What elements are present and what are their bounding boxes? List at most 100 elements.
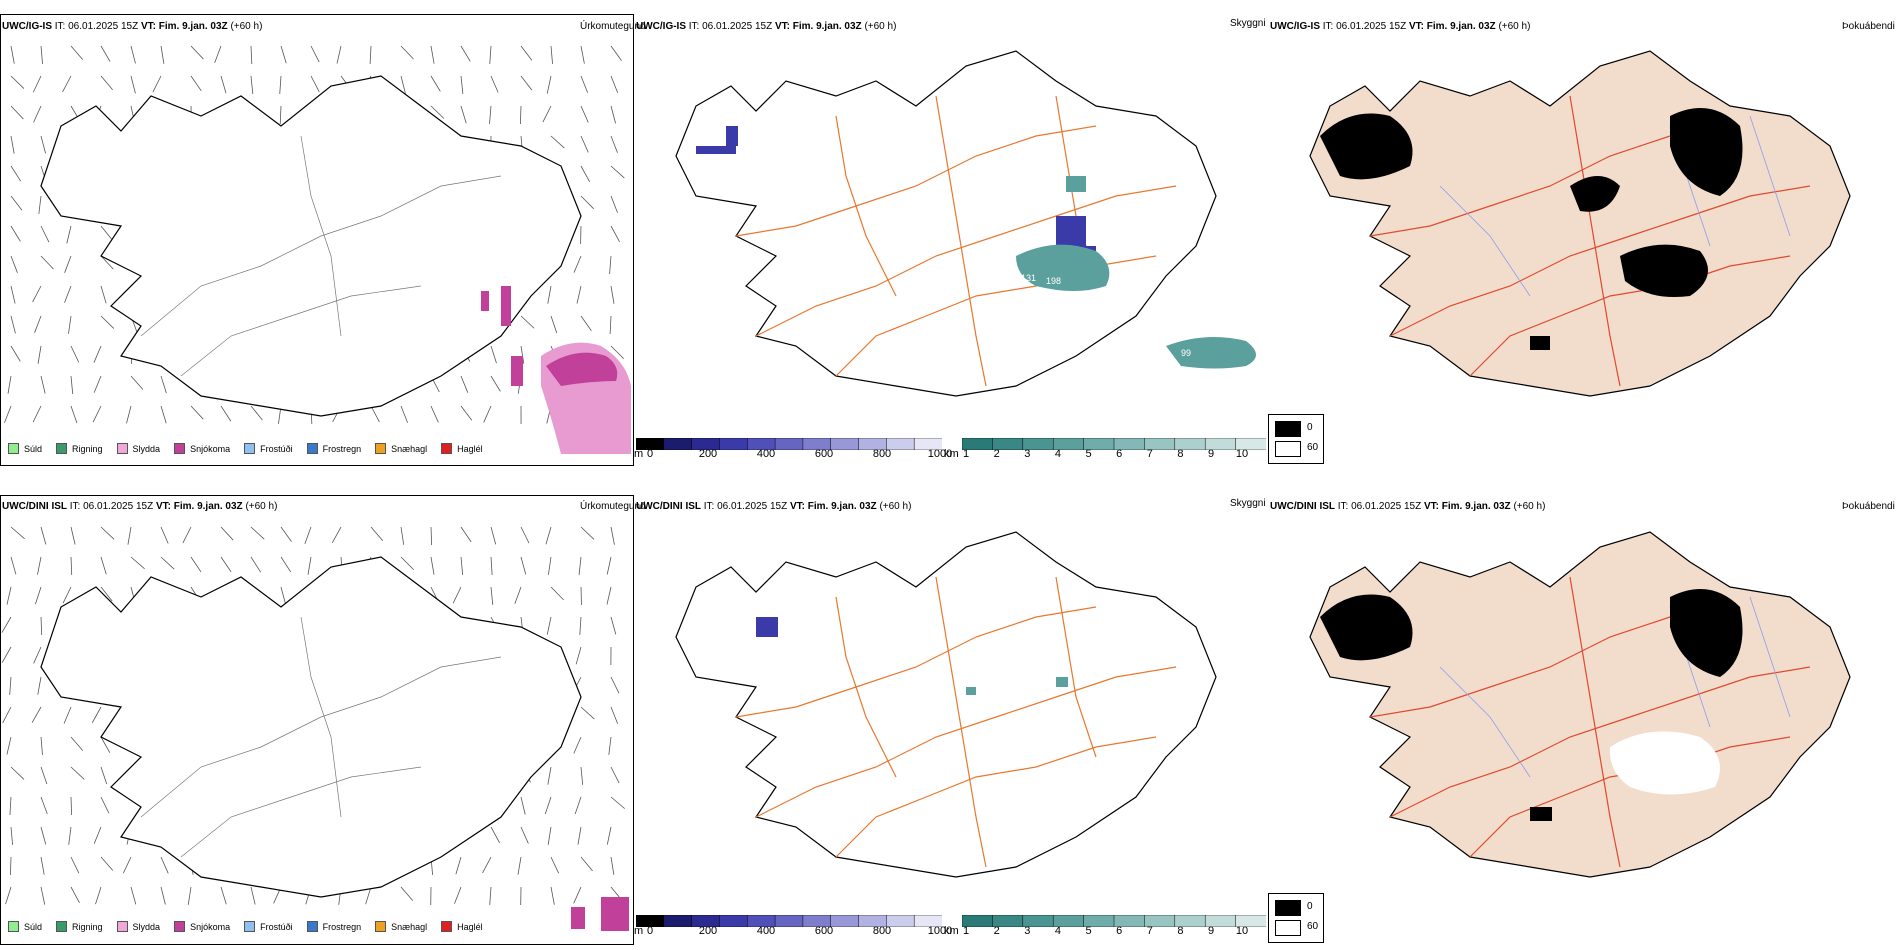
legend-item: Frostregn [306,443,362,454]
wind-barb [250,75,254,94]
wind-barb [610,45,622,61]
wind-barb [545,526,552,545]
wind-barb [130,45,136,64]
wind-barb [490,345,497,364]
vt-value: Fim. 9.jan. 03Z [158,21,228,32]
colorbar-tick: 3 [1024,925,1031,937]
wind-barb [336,45,342,64]
wind-barb [578,556,582,575]
legend-item: Frostúði [244,921,293,932]
fog-map [1309,531,1851,878]
wind-barb [580,315,592,331]
wind-barb [280,586,287,605]
legend-label: Snæhagl [391,443,428,454]
wind-barb [579,616,582,635]
wind-barb [68,826,72,845]
colorbar-tick: 2 [993,925,1000,937]
colorbar-tick: 5 [1085,448,1092,460]
colorbar-tick: 4 [1054,448,1061,460]
wind-barb [10,225,21,242]
wind-barb [37,676,42,695]
wind-barb [517,856,522,875]
legend-swatch [244,921,256,932]
wind-barb [575,646,582,665]
panel-header: UWC/IG-IS IT: 06.01.2025 15Z VT: Fim. 9.… [636,21,896,33]
wind-barb [160,375,167,394]
wind-barb [6,586,12,605]
wind-barb [40,135,46,154]
wind-barb [70,405,78,424]
wind-barb [70,736,84,751]
wind-barb [100,556,107,575]
wind-barb [37,345,42,364]
fog-legend-label: 60 [1307,921,1319,932]
wind-barb [610,75,619,93]
wind-barb [66,225,72,244]
wind-barb [610,345,625,360]
wind-barb [190,45,204,60]
wind-barb [610,135,618,153]
wind-barb [606,586,612,605]
wind-barb [430,405,439,423]
wind-barb [220,556,232,573]
wind-barb [610,526,615,545]
model-name: UWC/IG-IS [1270,21,1320,32]
wind-barb [365,886,372,905]
wind-barb [490,826,500,844]
wind-barb [546,616,552,635]
vt-label: VT: [774,21,790,32]
wind-barb [10,165,22,182]
wind-barb [6,736,12,755]
it-value: 06.01.2025 15Z [1336,21,1407,32]
wind-barb [160,405,167,424]
wind-barb [10,766,25,780]
wind-barb [550,315,558,334]
wind-barb [550,45,553,64]
wind-barb [62,586,72,604]
wind-barb [310,45,320,63]
wind-barb [214,45,222,63]
wind-barb [610,285,615,304]
it-value: 06.01.2025 15Z [83,501,154,512]
it-label: IT: [703,501,715,512]
wind-barb [37,556,42,575]
colorbar-tick: 800 [872,448,892,460]
wind-barb [100,315,115,329]
wind-barb [546,75,552,94]
legend-label: Frostúði [260,921,293,932]
wind-barb [160,886,166,905]
wind-barb [490,375,501,392]
legend-swatch [441,921,453,932]
legend-label: Frostregn [322,443,362,454]
vt-value: Fim. 9.jan. 03Z [792,21,862,32]
wind-barb [280,526,292,542]
wind-barb [32,75,42,93]
wind-barb [460,526,472,543]
wind-barb [70,45,84,60]
colorbar-tick: 200 [698,925,718,937]
colorbar-ticks: 1 2 3 4 5 6 7 8 9 10 [963,925,1248,939]
model-name: UWC/IG-IS [636,21,686,32]
wind-barb [100,856,114,871]
wind-barb [482,856,492,874]
vt-value: Fim. 9.jan. 03Z [173,501,243,512]
wind-barb [490,526,497,545]
wind-barb [32,285,42,303]
fog-legend: 0 60 [1268,414,1324,464]
wind-barb [250,526,265,540]
legend-label: Rigning [72,921,103,932]
wind-barb [220,886,227,905]
wind-barb [460,375,469,393]
legend-swatch [244,443,256,454]
wind-barb [40,616,43,636]
wind-barb [63,706,72,724]
wind-barb [430,105,445,119]
legend-swatch [306,443,318,454]
wind-barb [100,586,113,602]
fog-legend-label: 60 [1307,442,1319,453]
legend-item: Súld [8,443,42,454]
wind-barb [5,886,12,905]
wind-barb [64,255,72,273]
colorbar-ticks: 1 2 3 4 5 6 7 8 9 10 [963,448,1248,462]
colorbar-segment [913,915,942,927]
